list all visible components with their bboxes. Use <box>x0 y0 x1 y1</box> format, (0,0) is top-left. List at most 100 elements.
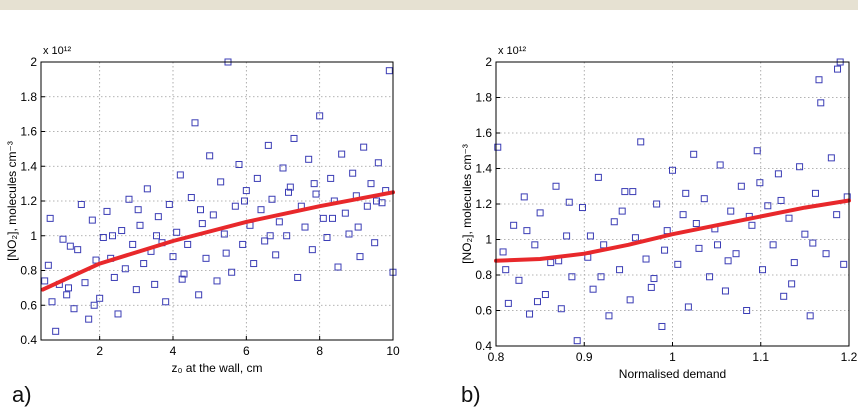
data-point <box>110 273 118 281</box>
data-point <box>154 213 162 221</box>
data-point <box>310 180 318 188</box>
x-tick-label: 1.2 <box>841 350 858 364</box>
data-point <box>283 232 291 240</box>
data-point <box>616 266 624 274</box>
data-point <box>220 230 228 238</box>
data-point <box>92 256 100 264</box>
data-point <box>618 207 626 215</box>
y-tick-label: 1 <box>485 233 492 247</box>
data-point <box>780 292 788 300</box>
data-point <box>706 273 714 281</box>
x-tick-label: 1.1 <box>752 350 769 364</box>
fit-curve <box>40 190 395 292</box>
panel-label-a: a) <box>12 382 32 407</box>
data-point <box>356 253 364 261</box>
data-point <box>817 99 825 107</box>
data-point <box>499 248 507 256</box>
data-point <box>515 276 523 284</box>
data-point <box>41 277 49 285</box>
data-point <box>774 170 782 178</box>
data-point <box>597 273 605 281</box>
y-tick-label: 1.6 <box>20 125 37 139</box>
data-point <box>531 241 539 249</box>
data-point <box>169 253 177 261</box>
data-point <box>756 179 764 187</box>
data-point <box>647 283 655 291</box>
data-point <box>811 189 819 197</box>
data-point <box>253 174 261 182</box>
data-point <box>661 246 669 254</box>
data-point <box>197 206 204 214</box>
data-point <box>176 171 184 179</box>
data-point <box>679 211 687 219</box>
data-point <box>840 260 848 268</box>
data-point <box>504 299 512 307</box>
data-point <box>354 223 362 231</box>
data-point <box>268 195 276 203</box>
data-point <box>764 202 772 210</box>
data-point <box>266 232 274 240</box>
data-point <box>541 291 549 299</box>
data-point <box>206 152 214 160</box>
y-multiplier: x 10¹² <box>43 45 71 57</box>
data-point <box>533 298 541 306</box>
data-point <box>827 154 835 162</box>
data-point <box>65 284 72 292</box>
data-point <box>594 173 602 181</box>
data-point <box>285 188 292 196</box>
data-point <box>631 234 639 242</box>
data-point <box>653 200 661 208</box>
y-tick-label: 0.6 <box>20 298 37 312</box>
data-point <box>363 202 371 210</box>
data-point <box>690 150 698 158</box>
data-point <box>140 260 148 268</box>
y-tick-label: 1.2 <box>475 197 492 211</box>
data-point <box>143 185 151 193</box>
data-point <box>834 65 842 73</box>
data-point <box>195 291 203 299</box>
data-point <box>520 193 528 201</box>
x-tick-label: 10 <box>386 344 400 358</box>
data-point <box>523 227 531 235</box>
data-point <box>151 280 159 288</box>
y-tick-label: 1 <box>30 229 37 243</box>
y-tick-label: 0.4 <box>20 333 37 347</box>
data-point <box>650 275 658 283</box>
data-point <box>279 164 287 172</box>
data-point <box>796 163 804 171</box>
y-tick-label: 1.2 <box>20 194 37 208</box>
data-point <box>63 291 71 299</box>
data-point <box>573 337 581 345</box>
data-point <box>96 294 104 302</box>
data-point <box>184 240 192 248</box>
data-point <box>809 239 817 247</box>
y-tick-label: 2 <box>485 55 492 69</box>
data-point <box>308 246 316 254</box>
fit-curve <box>494 198 851 263</box>
data-point <box>716 161 724 169</box>
data-point <box>777 196 785 204</box>
data-point <box>213 277 221 285</box>
panel-label-b: b) <box>461 382 481 407</box>
data-point <box>769 241 777 249</box>
top-rule <box>0 0 858 10</box>
data-point <box>173 228 181 236</box>
data-point <box>228 268 236 276</box>
data-point <box>264 141 272 149</box>
data-point <box>695 244 703 252</box>
y-axis-label: [NO₂], molecules cm⁻³ <box>460 144 474 264</box>
data-point <box>682 189 690 197</box>
data-point <box>329 214 336 222</box>
data-point <box>242 187 250 195</box>
data-point <box>134 206 142 214</box>
x-tick-label: 4 <box>170 344 177 358</box>
data-point <box>586 232 594 240</box>
data-point <box>198 220 206 228</box>
data-point <box>610 218 618 226</box>
data-point <box>327 174 335 182</box>
y-multiplier: x 10¹² <box>498 45 526 57</box>
data-point <box>180 270 188 278</box>
data-point <box>600 241 608 249</box>
data-point <box>494 143 502 151</box>
y-tick-label: 0.8 <box>475 268 492 282</box>
